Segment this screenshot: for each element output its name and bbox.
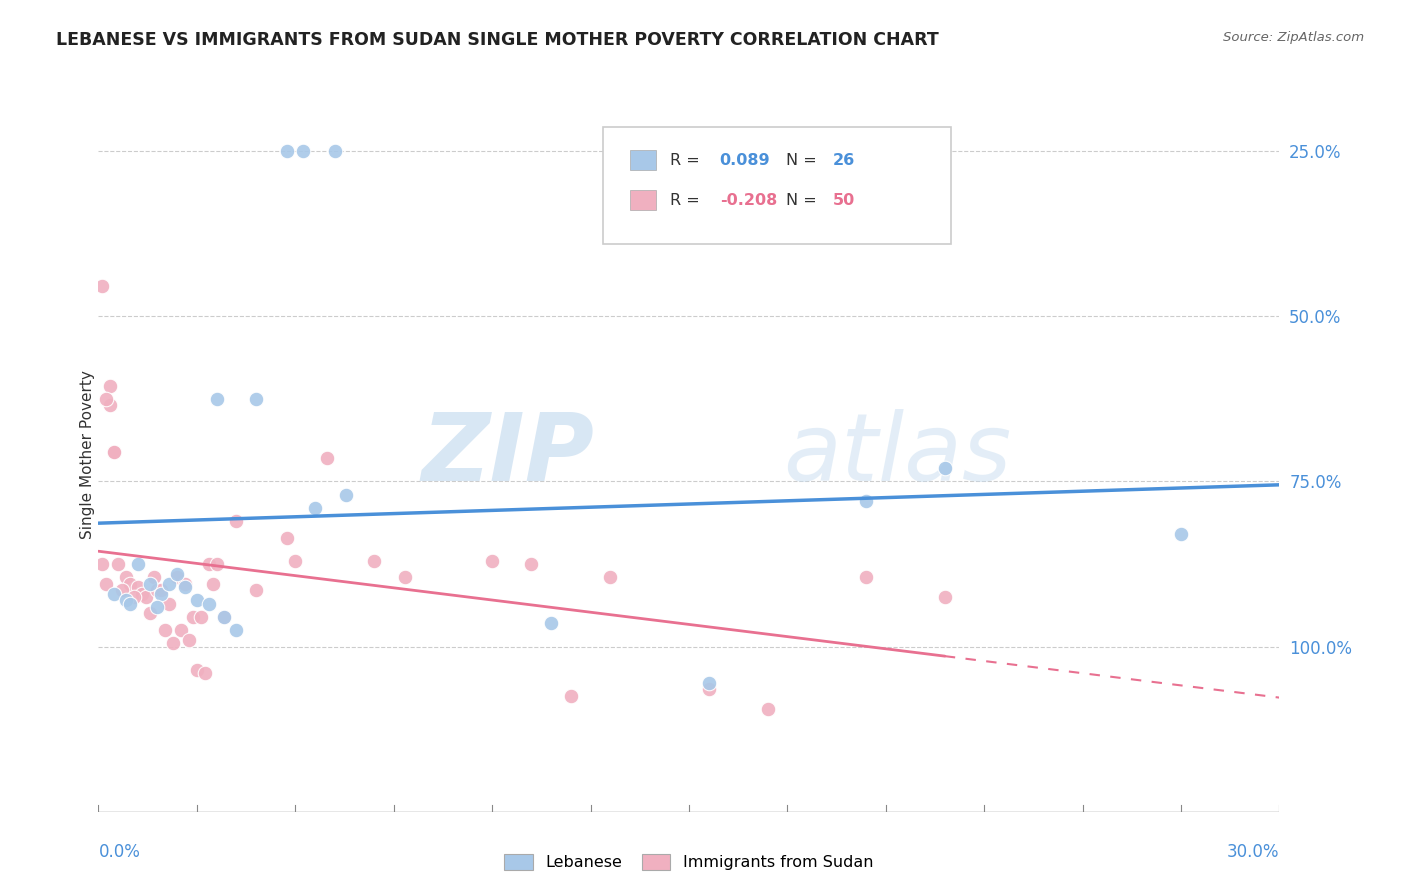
Point [150, 583, 173, 598]
Point [127, 580, 149, 594]
Text: atlas: atlas [783, 409, 1012, 500]
Point [276, 144, 298, 158]
Point [96, 392, 118, 406]
Point [363, 554, 385, 568]
Point [323, 144, 346, 158]
Point [107, 557, 129, 571]
Point [170, 623, 193, 637]
Text: N =: N = [786, 153, 821, 168]
Point [214, 609, 236, 624]
Point [91, 279, 114, 293]
Point [186, 663, 208, 677]
Point [98, 398, 121, 412]
Point [131, 587, 153, 601]
Point [540, 616, 562, 631]
Point [138, 576, 160, 591]
Point [146, 599, 169, 614]
Text: R =: R = [671, 153, 704, 168]
Point [225, 623, 247, 637]
FancyBboxPatch shape [603, 127, 950, 244]
Point [697, 676, 720, 690]
Point [214, 609, 236, 624]
Bar [630, 150, 655, 170]
Point [394, 570, 416, 584]
Legend: Lebanese, Immigrants from Sudan: Lebanese, Immigrants from Sudan [498, 848, 880, 877]
Text: 26: 26 [832, 153, 855, 168]
Point [599, 570, 621, 584]
Point [155, 623, 177, 637]
Point [96, 576, 118, 591]
Point [162, 636, 184, 650]
Point [245, 392, 267, 406]
Point [855, 570, 877, 584]
Y-axis label: Single Mother Poverty: Single Mother Poverty [80, 370, 94, 540]
Point [127, 557, 149, 571]
Point [934, 461, 956, 475]
Point [197, 597, 219, 611]
Point [186, 593, 208, 607]
Point [103, 444, 125, 458]
Point [225, 514, 247, 528]
Point [103, 587, 125, 601]
Point [166, 570, 188, 584]
Point [284, 554, 307, 568]
Point [520, 557, 543, 571]
Point [98, 378, 121, 392]
Point [115, 593, 138, 607]
Point [177, 632, 200, 647]
Point [118, 597, 141, 611]
Point [756, 702, 779, 716]
Point [122, 590, 145, 604]
Point [142, 570, 165, 584]
Point [205, 557, 228, 571]
Point [315, 451, 337, 466]
Point [91, 557, 114, 571]
Point [157, 597, 180, 611]
Text: 30.0%: 30.0% [1227, 843, 1279, 861]
Point [166, 566, 188, 581]
Point [245, 583, 267, 598]
Text: ZIP: ZIP [422, 409, 595, 501]
Point [292, 144, 315, 158]
Point [181, 609, 204, 624]
Point [304, 500, 326, 515]
Point [194, 665, 217, 680]
Text: Source: ZipAtlas.com: Source: ZipAtlas.com [1223, 31, 1364, 45]
Point [1170, 527, 1192, 541]
Point [146, 583, 169, 598]
Text: LEBANESE VS IMMIGRANTS FROM SUDAN SINGLE MOTHER POVERTY CORRELATION CHART: LEBANESE VS IMMIGRANTS FROM SUDAN SINGLE… [56, 31, 939, 49]
Point [335, 487, 357, 501]
Text: N =: N = [786, 193, 821, 208]
Point [205, 392, 228, 406]
Point [934, 590, 956, 604]
Point [118, 576, 141, 591]
Point [138, 607, 160, 621]
Point [103, 444, 125, 458]
Point [157, 576, 180, 591]
Text: 50: 50 [832, 193, 855, 208]
Point [481, 554, 503, 568]
Bar [630, 190, 655, 211]
Point [276, 531, 298, 545]
Point [190, 609, 212, 624]
Text: 0.089: 0.089 [720, 153, 770, 168]
Point [115, 570, 138, 584]
Point [197, 557, 219, 571]
Text: -0.208: -0.208 [720, 193, 778, 208]
Point [201, 576, 224, 591]
Point [560, 689, 582, 703]
Point [135, 590, 157, 604]
Point [855, 494, 877, 508]
Point [111, 583, 134, 598]
Point [150, 587, 173, 601]
Point [174, 580, 197, 594]
Point [697, 682, 720, 697]
Text: R =: R = [671, 193, 704, 208]
Text: 0.0%: 0.0% [98, 843, 141, 861]
Point [174, 576, 197, 591]
